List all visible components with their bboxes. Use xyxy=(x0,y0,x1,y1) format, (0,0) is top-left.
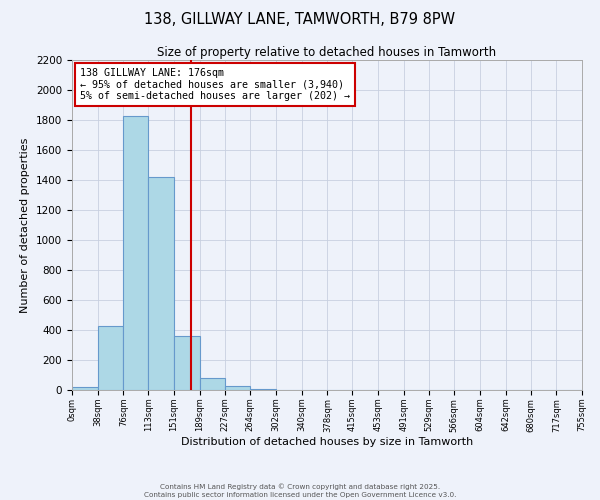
Bar xyxy=(72,387,98,390)
Text: 138, GILLWAY LANE, TAMWORTH, B79 8PW: 138, GILLWAY LANE, TAMWORTH, B79 8PW xyxy=(145,12,455,28)
Title: Size of property relative to detached houses in Tamworth: Size of property relative to detached ho… xyxy=(157,46,497,59)
X-axis label: Distribution of detached houses by size in Tamworth: Distribution of detached houses by size … xyxy=(181,437,473,447)
Text: Contains HM Land Registry data © Crown copyright and database right 2025.
Contai: Contains HM Land Registry data © Crown c… xyxy=(144,484,456,498)
Bar xyxy=(124,116,148,390)
Bar xyxy=(226,386,250,390)
Bar xyxy=(148,177,174,390)
Bar xyxy=(174,336,200,390)
Y-axis label: Number of detached properties: Number of detached properties xyxy=(20,138,31,312)
Bar xyxy=(98,326,124,390)
Text: 138 GILLWAY LANE: 176sqm
← 95% of detached houses are smaller (3,940)
5% of semi: 138 GILLWAY LANE: 176sqm ← 95% of detach… xyxy=(80,68,350,102)
Bar xyxy=(250,389,276,390)
Bar xyxy=(200,378,226,390)
